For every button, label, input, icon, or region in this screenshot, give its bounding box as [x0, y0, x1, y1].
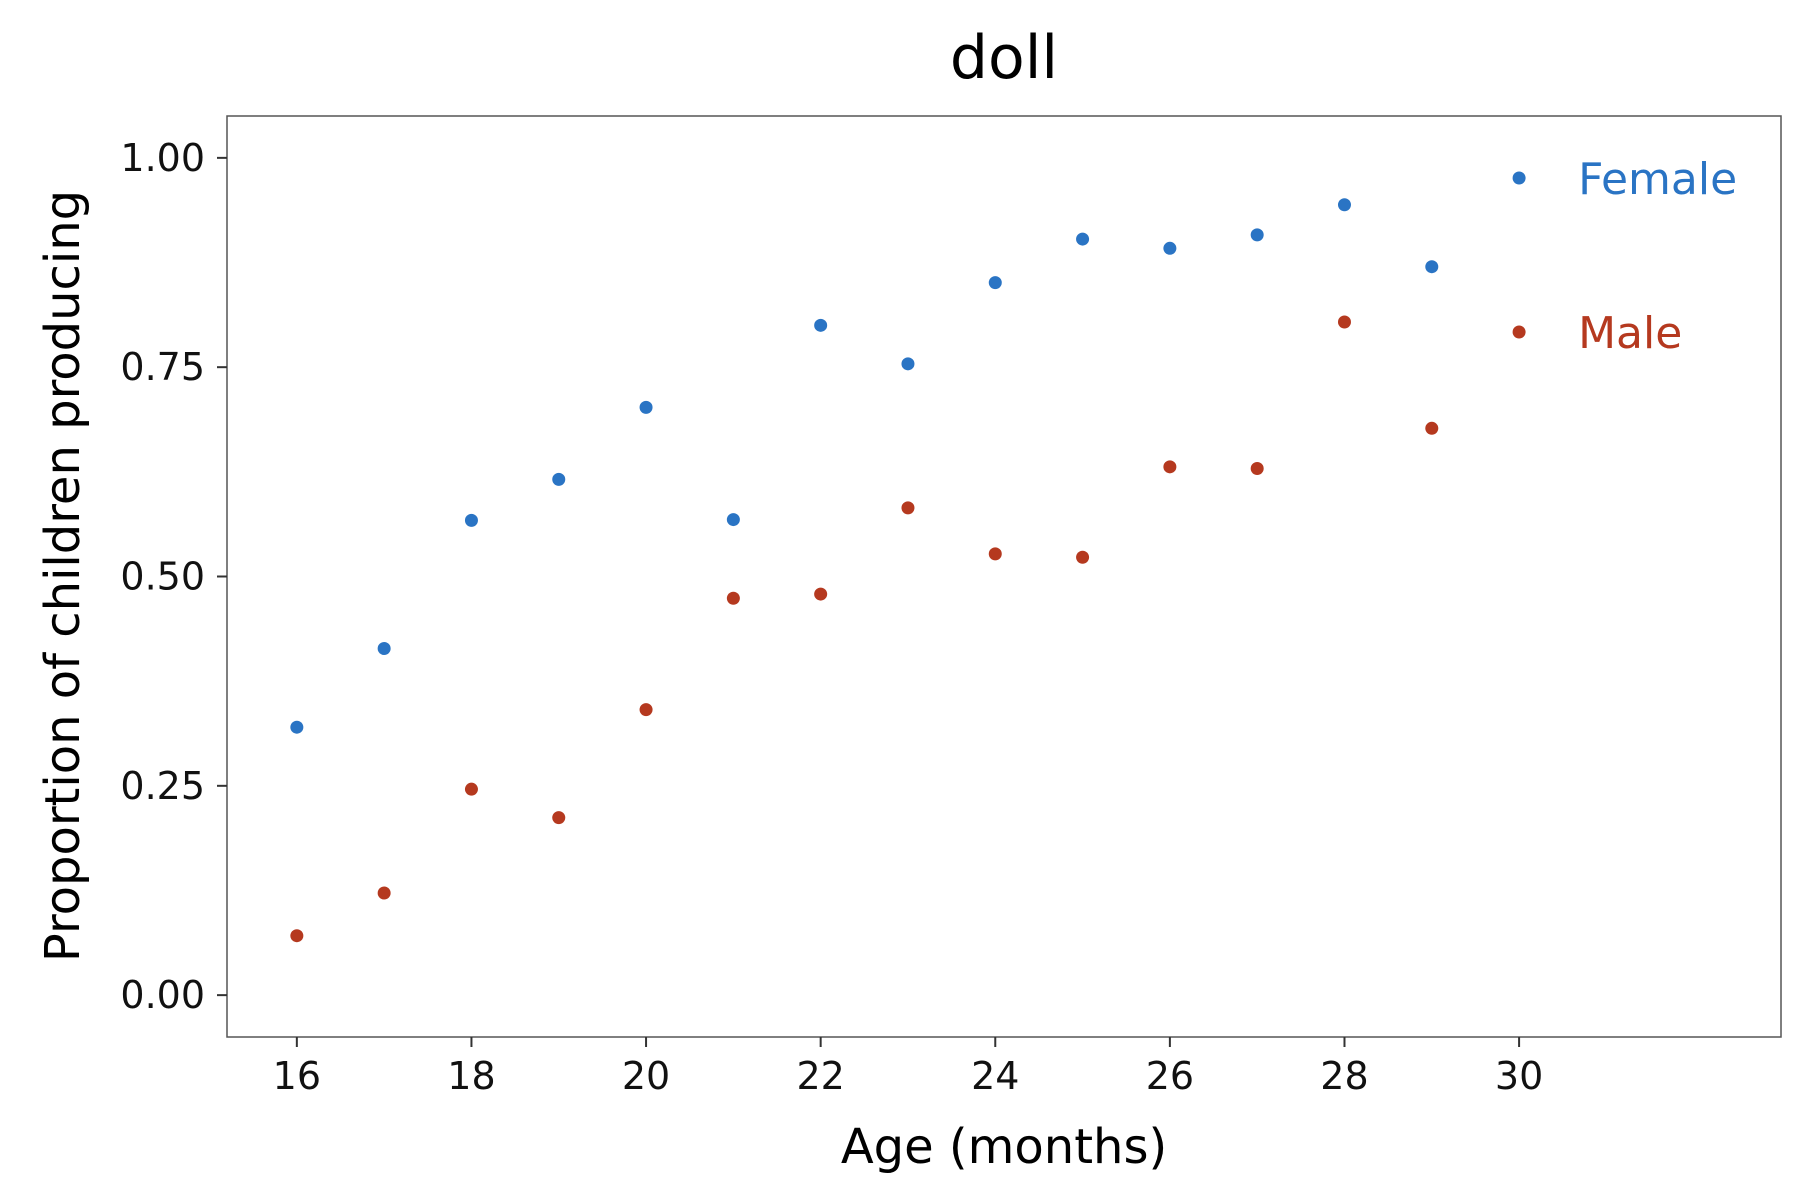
x-tick-label: 16: [273, 1054, 321, 1098]
data-point-female: [901, 357, 915, 371]
data-point-female: [290, 720, 304, 734]
data-point-female: [814, 318, 828, 332]
y-axis: 0.00 0.25 0.50 0.75 1.00: [120, 136, 227, 1017]
data-point-female: [1425, 260, 1439, 274]
data-point-female: [1337, 198, 1351, 212]
data-point-male: [377, 886, 391, 900]
x-tick-label: 18: [447, 1054, 495, 1098]
data-point-female: [464, 513, 478, 527]
data-point-female: [377, 642, 391, 656]
data-points: [290, 198, 1439, 943]
y-tick-label: 0.00: [120, 973, 205, 1017]
data-point-female: [1076, 232, 1090, 246]
x-tick-label: 28: [1320, 1054, 1368, 1098]
chart-title: doll: [950, 23, 1058, 93]
y-tick-label: 1.00: [120, 136, 205, 180]
data-point-male: [726, 591, 740, 605]
data-point-male: [901, 501, 915, 515]
x-tick-label: 20: [622, 1054, 670, 1098]
legend: Female Male: [1512, 154, 1737, 359]
data-point-female: [639, 400, 653, 414]
data-point-female: [1250, 228, 1264, 242]
x-axis: 16 18 20 22 24 26 28 30: [273, 1037, 1543, 1098]
legend-marker-male: [1512, 325, 1526, 339]
data-point-male: [814, 587, 828, 601]
data-point-male: [552, 811, 566, 825]
y-tick-label: 0.25: [120, 764, 205, 808]
data-point-male: [1337, 315, 1351, 329]
x-tick-label: 26: [1146, 1054, 1194, 1098]
data-point-male: [1250, 461, 1264, 475]
y-axis-title: Proportion of children producing: [35, 190, 91, 962]
legend-marker-female: [1512, 171, 1526, 185]
data-point-female: [726, 513, 740, 527]
data-point-male: [1163, 460, 1177, 474]
data-point-male: [988, 547, 1002, 561]
y-tick-label: 0.75: [120, 345, 205, 389]
x-axis-title: Age (months): [841, 1119, 1167, 1175]
data-point-male: [1425, 421, 1439, 435]
y-tick-label: 0.50: [120, 555, 205, 599]
data-point-female: [552, 472, 566, 486]
x-tick-label: 22: [796, 1054, 844, 1098]
legend-label-female: Female: [1578, 154, 1737, 205]
data-point-male: [464, 782, 478, 796]
data-point-male: [639, 703, 653, 717]
data-point-female: [1163, 241, 1177, 255]
plot-panel: [226, 115, 1782, 1038]
legend-label-male: Male: [1578, 308, 1682, 359]
data-point-female: [988, 276, 1002, 290]
data-point-male: [1076, 550, 1090, 564]
data-point-male: [290, 929, 304, 943]
x-tick-label: 30: [1495, 1054, 1543, 1098]
x-tick-label: 24: [971, 1054, 1019, 1098]
